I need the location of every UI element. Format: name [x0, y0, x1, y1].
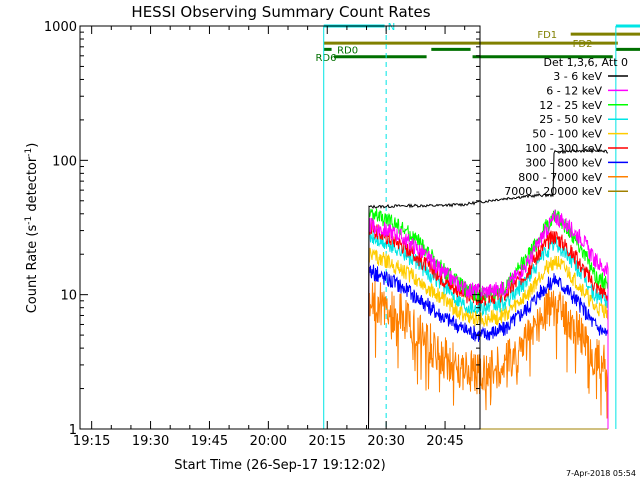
plot-series — [368, 148, 609, 430]
legend-label-800-7000-kev: 800 - 7000 keV — [518, 171, 602, 184]
x-tick-label: 19:45 — [191, 434, 228, 449]
legend-label-100-300-kev: 100 - 300 keV — [525, 142, 602, 155]
footer-date: 7-Apr-2018 05:54 — [566, 469, 636, 478]
y-tick-label: 10 — [60, 289, 77, 304]
x-tick-label: 19:15 — [73, 434, 110, 449]
x-axis-label: Start Time (26-Sep-17 19:12:02) — [174, 458, 385, 473]
y-tick-label: 1000 — [44, 20, 77, 35]
series-line-800-7000-kev — [368, 280, 609, 430]
legend-label-7000-20000-kev: 7000 - 20000 keV — [504, 185, 602, 198]
y-tick-label: 1 — [69, 423, 77, 438]
series-line-300-800-kev — [368, 264, 609, 430]
x-tick-label: 20:45 — [426, 434, 463, 449]
flag-label-n: N — [388, 22, 395, 33]
x-tick-label: 19:30 — [132, 434, 169, 449]
flag-label-rd0: RD0 — [337, 45, 358, 56]
legend-label-50-100-kev: 50 - 100 keV — [532, 128, 602, 141]
legend-label-3-6-kev: 3 - 6 keV — [553, 70, 602, 83]
chart-title: HESSI Observing Summary Count Rates — [131, 3, 430, 21]
x-axis: 19:15 19:30 19:45 20:00 20:15 20:30 20:45 — [73, 26, 466, 449]
plot-frame — [79, 25, 481, 430]
legend-label-12-25-kev: 12 - 25 keV — [539, 99, 602, 112]
x-tick-label: 20:30 — [367, 434, 404, 449]
series-line-50-100-kev — [368, 247, 609, 430]
x-tick-label: 20:15 — [309, 434, 346, 449]
legend-label-25-50-kev: 25 - 50 keV — [539, 113, 602, 126]
flag-label-rd6: RD6 — [315, 53, 336, 64]
flag-label-fd1: FD1 — [537, 30, 557, 41]
y-axis-label: Count Rate (s-1 detector-1) — [24, 143, 40, 314]
flag-label-fd2: FD2 — [573, 39, 593, 50]
legend-label-6-12-kev: 6 - 12 keV — [546, 84, 602, 97]
x-tick-label: 20:00 — [250, 434, 287, 449]
y-tick-label: 100 — [52, 154, 77, 169]
series-line-6-12-kev — [368, 209, 609, 430]
legend-label-300-800-kev: 300 - 800 keV — [525, 156, 602, 169]
y-axis: 1 10 100 1000 — [44, 20, 480, 438]
legend-header: Det 1,3,6, Att 0 — [544, 56, 628, 69]
series-line-3-6-kev — [368, 148, 609, 430]
